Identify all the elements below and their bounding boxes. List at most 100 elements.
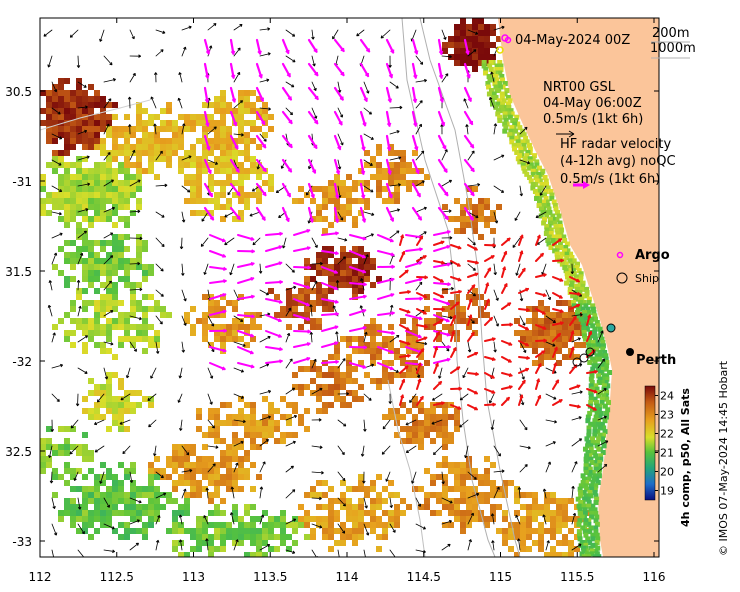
sst-pixel [514, 318, 520, 324]
sst-pixel [346, 192, 352, 198]
sst-pixel [124, 390, 130, 396]
sst-pixel [448, 330, 454, 336]
background-arrow-head [319, 525, 323, 529]
ship-track-marker[interactable] [585, 347, 595, 357]
sst-pixel [352, 186, 358, 192]
sst-pixel [340, 492, 346, 498]
model-arrow-head [386, 146, 392, 151]
sst-pixel [154, 306, 160, 312]
model-arrow [385, 86, 392, 103]
background-arrow [181, 46, 186, 57]
coastal-sst-pixel [584, 486, 590, 492]
sst-pixel [40, 174, 46, 180]
background-arrow [259, 439, 269, 447]
ship-track-marker[interactable] [579, 353, 589, 363]
coastal-sst-pixel [592, 336, 598, 342]
background-arrow-head [472, 293, 476, 297]
sst-pixel [76, 516, 82, 522]
sst-pixel [304, 516, 310, 522]
background-arrow-head [396, 230, 400, 234]
model-arrow [293, 246, 311, 252]
coastal-sst-pixel [517, 153, 523, 159]
ship-track-marker[interactable] [572, 357, 582, 367]
model-arrow-head [391, 264, 395, 269]
background-arrow-head [84, 335, 88, 339]
sst-pixel [64, 120, 70, 126]
argo-marker[interactable] [496, 46, 504, 54]
sst-pixel [328, 288, 334, 294]
model-arrow [377, 278, 395, 284]
sst-pixel [448, 216, 454, 222]
sst-pixel [70, 426, 76, 432]
sst-pixel [244, 324, 250, 330]
sst-pixel [166, 498, 172, 504]
background-arrow-head [382, 426, 386, 430]
sst-pixel [226, 132, 232, 138]
sst-pixel [148, 120, 154, 126]
coastal-sst-pixel [593, 453, 599, 459]
radar-arrow-head [542, 293, 547, 298]
sst-pixel [172, 498, 178, 504]
model-arrow-head [314, 72, 319, 76]
background-arrow-head [73, 477, 77, 481]
sst-pixel [154, 456, 160, 462]
sst-pixel [130, 498, 136, 504]
background-arrow-head [472, 242, 476, 246]
sst-pixel [364, 486, 370, 492]
sst-pixel [304, 534, 310, 540]
sst-pixel [124, 114, 130, 120]
background-arrow [493, 341, 496, 353]
model-arrow-head [278, 346, 283, 352]
sst-pixel [454, 60, 460, 66]
radar-arrow-head [400, 394, 405, 399]
radar-arrow-head [506, 397, 510, 401]
sst-pixel [412, 414, 418, 420]
sst-pixel [130, 516, 136, 522]
ship-marker[interactable] [606, 323, 616, 333]
sst-pixel [88, 450, 94, 456]
sst-pixel [250, 522, 256, 528]
sst-pixel [238, 540, 244, 546]
model-arrow [333, 158, 340, 175]
model-arrow [411, 182, 421, 198]
coastal-sst-pixel [554, 245, 560, 250]
background-arrow [103, 280, 112, 291]
sst-pixel [88, 174, 94, 180]
sst-pixel [538, 330, 544, 336]
sst-pixel [220, 456, 226, 462]
sst-pixel [364, 258, 370, 264]
sst-pixel [250, 486, 256, 492]
sst-pixel [250, 462, 256, 468]
sst-pixel [460, 18, 466, 24]
background-arrow-head [162, 30, 166, 35]
sst-pixel [514, 510, 520, 516]
sst-pixel [148, 474, 154, 480]
coastal-sst-pixel [579, 551, 585, 557]
model-arrow [377, 293, 395, 300]
perth-marker[interactable] [626, 348, 634, 356]
coastal-sst-pixel [580, 545, 586, 551]
background-arrow [363, 107, 372, 115]
radar-arrow-head [560, 258, 564, 263]
background-arrow [336, 331, 339, 343]
background-arrow [337, 256, 346, 265]
background-arrow [51, 107, 61, 115]
radar-arrow [535, 363, 542, 374]
sst-pixel [124, 276, 130, 282]
background-arrow-head [211, 425, 215, 429]
sst-pixel [124, 504, 130, 510]
background-arrow [77, 279, 80, 291]
sst-pixel [82, 342, 88, 348]
sst-pixel [352, 246, 358, 252]
sst-pixel [238, 528, 244, 534]
sst-pixel [100, 162, 106, 168]
sst-pixel [52, 162, 58, 168]
sst-pixel [244, 474, 250, 480]
sst-pixel [400, 342, 406, 348]
sst-pixel [268, 186, 274, 192]
sst-pixel [82, 276, 88, 282]
sst-pixel [64, 132, 70, 138]
sst-pixel [124, 234, 130, 240]
coastal-sst-pixel [589, 450, 595, 455]
coastal-sst-pixel [587, 490, 593, 495]
